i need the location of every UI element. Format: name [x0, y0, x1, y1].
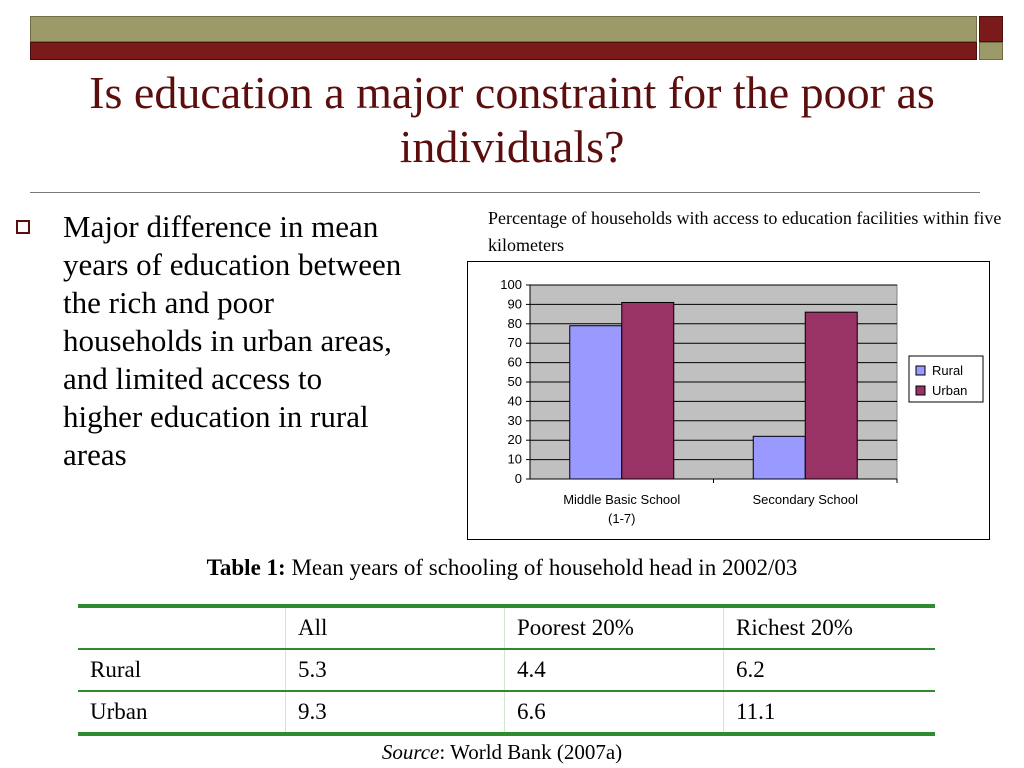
banner-olive-bar — [30, 16, 977, 42]
table-caption-text: Mean years of schooling of household hea… — [285, 555, 798, 580]
y-tick-label: 20 — [508, 432, 522, 447]
bullet-text: Major difference in mean years of educat… — [63, 209, 402, 472]
legend-label-rural: Rural — [932, 363, 963, 378]
source-text: : World Bank (2007a) — [439, 740, 623, 764]
table-cell: 11.1 — [723, 691, 935, 736]
legend-swatch-urban — [915, 385, 926, 396]
y-tick-label: 100 — [500, 277, 522, 292]
table-cell: Urban — [78, 691, 286, 736]
source-note: Source: World Bank (2007a) — [0, 738, 1004, 766]
bar-chart-svg: 0 10 20 30 40 50 60 70 80 90 100 Middle Basic Schoo… — [500, 277, 984, 526]
chart-caption: Percentage of households with access to … — [488, 208, 1002, 255]
banner-corner-maroon — [979, 16, 1003, 42]
square-bullet-icon — [16, 220, 30, 234]
slide-title: Is education a major constraint for the … — [89, 67, 935, 172]
x-category-label: Secondary School — [752, 492, 858, 507]
banner-corner-olive — [979, 42, 1003, 60]
y-tick-label: 60 — [508, 355, 522, 370]
table-cell: 9.3 — [285, 691, 505, 736]
bar-chart: 0 10 20 30 40 50 60 70 80 90 100 Middle Basic Schoo… — [467, 261, 990, 540]
header-banner — [30, 16, 977, 60]
y-tick-label: 70 — [508, 335, 522, 350]
bar-rural-1 — [752, 435, 806, 480]
source-label: Source — [381, 740, 440, 764]
table-header-cell — [78, 606, 286, 650]
table-cell: 5.3 — [285, 649, 505, 692]
y-tick-label: 30 — [508, 413, 522, 428]
table-cell: 6.2 — [723, 649, 935, 692]
banner-maroon-bar — [30, 42, 977, 60]
table-caption: Table 1: Mean years of schooling of hous… — [0, 553, 1004, 583]
table-header-cell: Richest 20% — [723, 606, 935, 650]
table-header-cell: Poorest 20% — [504, 606, 724, 650]
table-cell: Rural — [78, 649, 286, 692]
legend-label-urban: Urban — [932, 383, 967, 398]
table-header-cell: All — [285, 606, 505, 650]
table-header-row: All Poorest 20% Richest 20% — [78, 606, 935, 650]
table-cell: 4.4 — [504, 649, 724, 692]
table-caption-label: Table 1: — [206, 555, 286, 580]
y-tick-label: 90 — [508, 296, 522, 311]
y-tick-label: 0 — [515, 471, 522, 486]
table-row: Rural 5.3 4.4 6.2 — [78, 649, 935, 692]
legend-swatch-rural — [915, 365, 926, 376]
table-row: Urban 9.3 6.6 11.1 — [78, 691, 935, 736]
x-category-label: Middle Basic School — [563, 492, 680, 507]
y-tick-label: 10 — [508, 452, 522, 467]
y-tick-label: 50 — [508, 374, 522, 389]
bar-urban-0 — [621, 301, 675, 480]
title-divider — [30, 192, 980, 193]
table-cell: 6.6 — [504, 691, 724, 736]
bar-rural-0 — [569, 325, 623, 480]
y-tick-label: 80 — [508, 316, 522, 331]
bar-urban-1 — [804, 311, 858, 480]
y-tick-label: 40 — [508, 393, 522, 408]
x-category-label: (1-7) — [608, 511, 635, 526]
schooling-table: All Poorest 20% Richest 20% Rural 5.3 4.… — [78, 604, 935, 736]
